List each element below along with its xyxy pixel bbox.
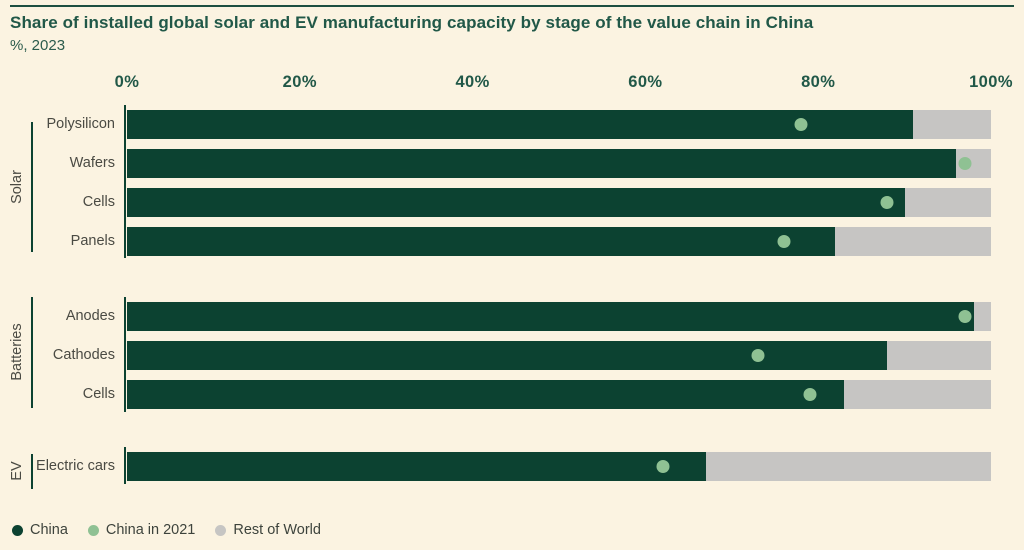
bar-rest-of-world [127, 341, 991, 370]
group-axis-line [124, 297, 126, 412]
bar-china [127, 227, 836, 256]
dot-china-2021 [958, 310, 972, 323]
bar-rest-of-world [127, 380, 991, 409]
bar-china [127, 110, 914, 139]
row-label: Cells [82, 386, 115, 402]
row-label: Anodes [65, 308, 115, 324]
x-tick-label: 80% [801, 73, 836, 91]
bar-china [127, 302, 974, 331]
bar-china [127, 149, 957, 178]
group-bracket-line [31, 297, 33, 408]
legend: China China in 2021 Rest of World [12, 522, 321, 538]
legend-item: Rest of World [215, 522, 321, 538]
bar-rest-of-world [127, 302, 991, 331]
bar-china [127, 188, 905, 217]
legend-dot-icon [12, 524, 23, 536]
bar-china [127, 452, 706, 481]
bar-rest-of-world [127, 227, 991, 256]
bar-china [127, 341, 888, 370]
x-tick-label: 40% [455, 73, 490, 91]
chart-subtitle: %, 2023 [10, 37, 66, 54]
legend-item: China [12, 522, 68, 538]
row-label: Polysilicon [46, 116, 116, 132]
x-tick-label: 20% [282, 73, 317, 91]
row-label: Cathodes [52, 347, 115, 363]
bar-rest-of-world [127, 149, 991, 178]
group-label: EV [9, 461, 25, 481]
dot-china-2021 [777, 235, 791, 248]
legend-dot-icon [215, 524, 227, 536]
dot-china-2021 [794, 118, 808, 131]
row-label: Panels [70, 233, 115, 249]
group-axis-line [124, 447, 126, 484]
dot-china-2021 [880, 196, 894, 209]
bar-rest-of-world [127, 110, 991, 139]
x-tick-label: 100% [969, 73, 1013, 91]
bar-china [127, 380, 845, 409]
x-tick-label: 60% [628, 73, 663, 91]
dot-china-2021 [656, 460, 670, 473]
group-bracket-line [31, 122, 33, 252]
group-bracket-line [31, 454, 33, 489]
row-label: Electric cars [36, 458, 115, 474]
legend-item: China in 2021 [87, 522, 196, 538]
bar-rest-of-world [127, 452, 991, 481]
x-tick-label: 0% [114, 73, 140, 91]
group-axis-line [124, 105, 126, 258]
dot-china-2021 [803, 388, 817, 401]
group-label: Solar [9, 170, 25, 204]
top-rule [10, 5, 1014, 7]
dot-china-2021 [958, 157, 972, 170]
legend-label: China [30, 522, 68, 538]
row-label: Wafers [69, 155, 115, 171]
bar-rest-of-world [127, 188, 991, 217]
legend-dot-icon [87, 524, 99, 536]
legend-label: China in 2021 [105, 522, 196, 538]
row-label: Cells [82, 194, 115, 210]
chart-title: Share of installed global solar and EV m… [10, 13, 814, 32]
legend-label: Rest of World [233, 522, 321, 538]
dot-china-2021 [751, 349, 765, 362]
group-label: Batteries [9, 323, 25, 381]
